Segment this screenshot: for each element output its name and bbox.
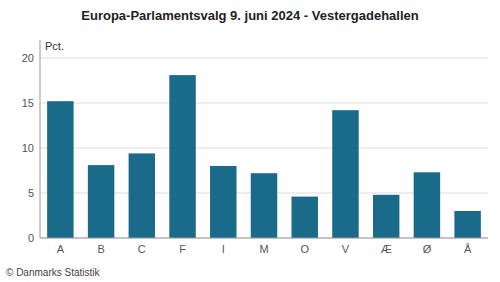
grid [40,58,488,238]
x-tick-label: M [259,243,268,255]
bar [414,172,440,238]
x-tick-label: F [179,243,186,255]
chart-svg: Europa-Parlamentsvalg 9. juni 2024 - Ves… [0,0,500,282]
grid-line [40,238,488,239]
y-tick-label: 20 [22,52,34,64]
x-tick-label: C [138,243,146,255]
bar [251,173,277,238]
x-tick-label: B [97,243,104,255]
chart-container: Europa-Parlamentsvalg 9. juni 2024 - Ves… [0,0,500,282]
y-label: Pct. [45,40,64,52]
x-tick-label: Å [464,243,472,255]
bar [373,195,399,238]
bar [88,165,114,238]
page: {"chart_data": {"type": "bar", "title": … [0,0,500,282]
footnote: © Danmarks Statistik [6,267,101,278]
y-axis-line [40,40,41,238]
grid-line [40,103,488,104]
title: Europa-Parlamentsvalg 9. juni 2024 - Ves… [81,8,418,23]
y-tick-label: 10 [22,142,34,154]
grid-line [40,58,488,59]
bar [47,101,73,238]
bar [169,75,195,238]
grid-line [40,148,488,149]
bar [454,211,480,238]
y-tick-label: 0 [28,232,34,244]
x-axis-line [40,238,488,239]
x-tick-label: I [222,243,225,255]
bar [291,197,317,238]
bar [210,166,236,238]
x-tick-label: V [342,243,350,255]
y-tick-label: 5 [28,187,34,199]
y-tick-label: 15 [22,97,34,109]
bars [47,75,481,238]
bar [332,110,358,238]
x-tick-label: Ø [423,243,432,255]
x-tick-label: Æ [381,243,392,255]
x-tick-label: O [300,243,309,255]
x-tick-label: A [57,243,65,255]
bar [129,153,155,238]
